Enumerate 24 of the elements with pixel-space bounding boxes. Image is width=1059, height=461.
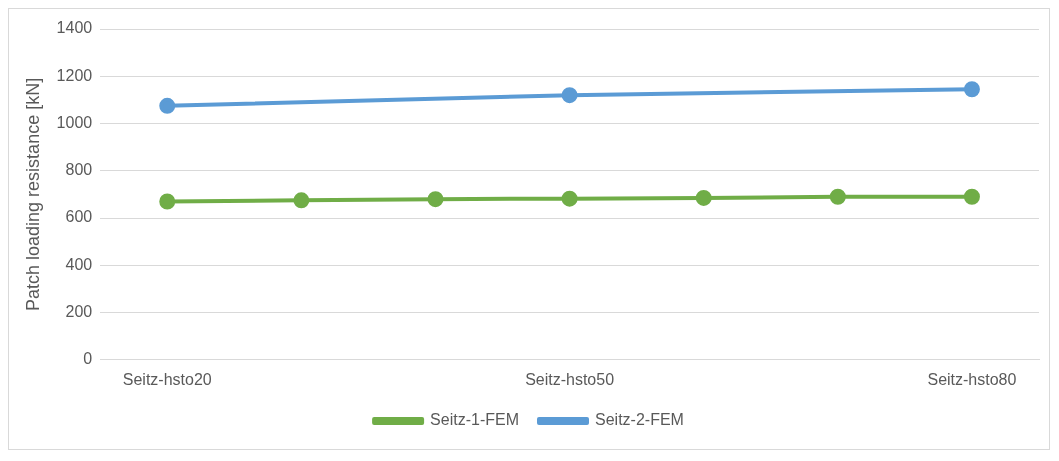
y-tick-label: 0 (83, 350, 93, 368)
legend-label: Seitz-2-FEM (595, 411, 684, 429)
legend-label: Seitz-1-FEM (430, 411, 520, 429)
y-tick-label: 400 (65, 255, 93, 273)
y-tick-label: 1400 (56, 19, 93, 37)
y-tick-label: 800 (65, 161, 93, 179)
point (963, 81, 980, 98)
point (695, 189, 712, 206)
x-tick-label: Seitz-hsto80 (927, 370, 1017, 388)
point (829, 188, 846, 205)
point (963, 188, 980, 205)
point (159, 193, 176, 210)
point (561, 87, 578, 104)
y-tick-label: 600 (65, 208, 93, 226)
point (293, 192, 310, 209)
y-axis-title: Patch loading resistance [kN] (22, 77, 43, 311)
point (561, 190, 578, 207)
y-tick-label: 1200 (56, 66, 93, 84)
x-tick-label: Seitz-hsto20 (122, 370, 212, 388)
point (159, 97, 176, 114)
y-tick-label: 1000 (56, 113, 93, 131)
point (427, 191, 444, 208)
x-tick-label: Seitz-hsto50 (525, 370, 615, 388)
y-tick-label: 200 (65, 302, 93, 320)
